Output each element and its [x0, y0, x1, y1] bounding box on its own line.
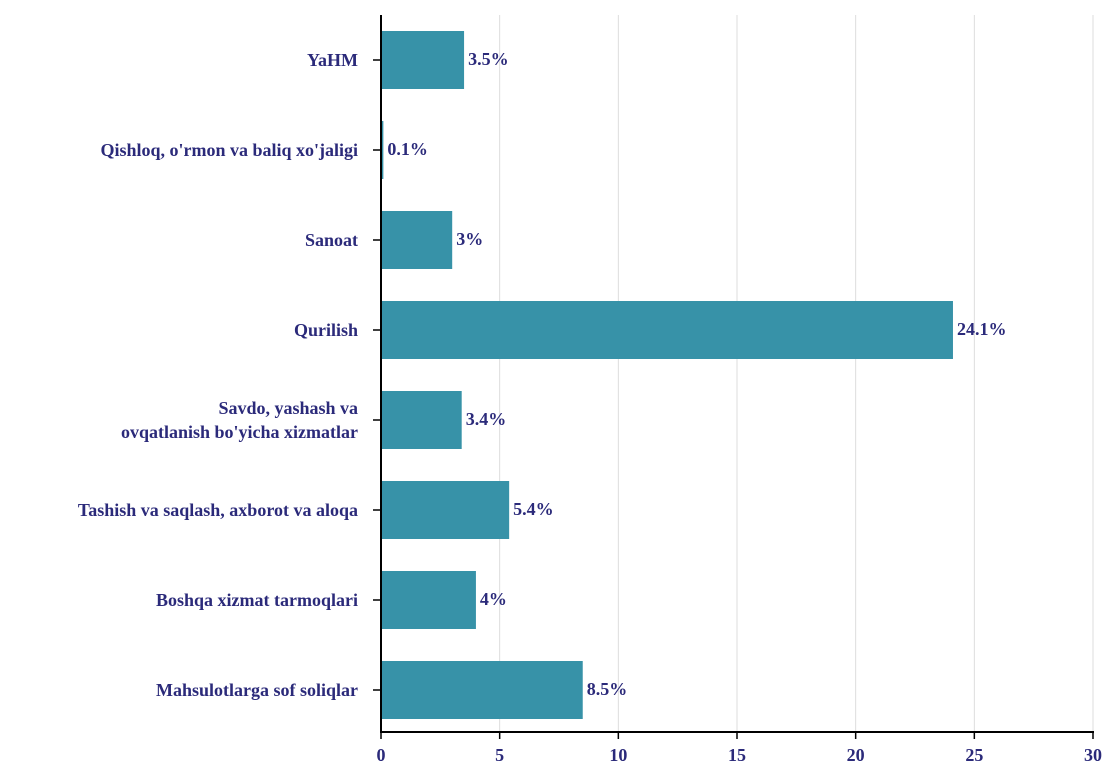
y-tick-label: Mahsulotlarga sof soliqlar: [155, 680, 358, 700]
bar: [381, 31, 465, 89]
y-tick-label: Savdo, yashash va ovqatlanish bo'yicha x…: [120, 398, 358, 442]
value-label: 0.1%: [387, 139, 428, 159]
bar: [381, 391, 462, 449]
y-tick-label: Tashish va saqlash, axborot va aloqa: [77, 500, 358, 520]
bar: [381, 301, 953, 359]
value-label: 24.1%: [957, 319, 1007, 339]
value-label: 5.4%: [513, 499, 554, 519]
y-tick-label: Sanoat: [304, 230, 358, 250]
bar: [381, 571, 476, 629]
y-tick-label: Qurilish: [293, 320, 358, 340]
value-label: 4%: [480, 589, 507, 609]
y-tick-label: Qishloq, o'rmon va baliq xo'jaligi: [100, 140, 358, 160]
y-tick-label: YaHM: [307, 50, 358, 70]
x-tick-label: 30: [1084, 745, 1102, 765]
bar: [381, 121, 384, 179]
x-tick-label: 20: [847, 745, 865, 765]
value-label: 8.5%: [587, 679, 628, 699]
x-tick-label: 25: [965, 745, 983, 765]
x-tick-label: 0: [377, 745, 386, 765]
y-tick-label: Boshqa xizmat tarmoqlari: [156, 590, 358, 610]
x-tick-label: 10: [609, 745, 627, 765]
value-label: 3.4%: [466, 409, 507, 429]
bar: [381, 211, 453, 269]
value-label: 3.5%: [468, 49, 509, 69]
bar: [381, 481, 510, 539]
value-label: 3%: [456, 229, 483, 249]
bar: [381, 661, 583, 719]
x-tick-label: 15: [728, 745, 746, 765]
x-tick-label: 5: [495, 745, 504, 765]
